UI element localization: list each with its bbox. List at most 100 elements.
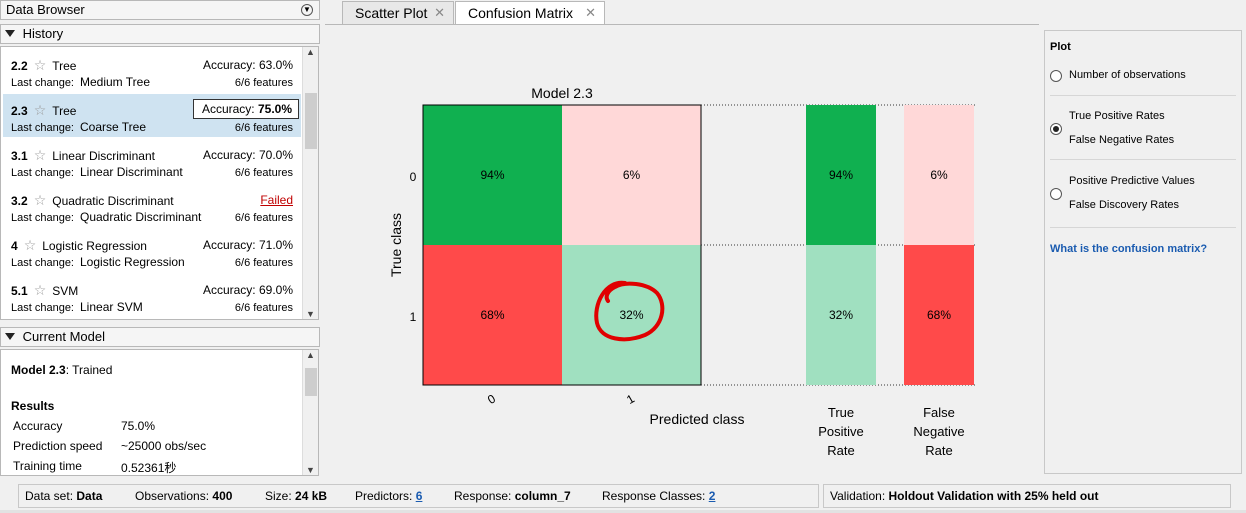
model-title-line: 5.1 ☆ SVM xyxy=(11,282,78,299)
model-failed-status[interactable]: Failed xyxy=(260,193,293,207)
divider xyxy=(1050,227,1236,228)
response-classes-link[interactable]: 2 xyxy=(708,489,716,503)
star-icon[interactable]: ☆ xyxy=(33,102,47,118)
model-type: Logistic Regression xyxy=(42,239,147,253)
history-item[interactable]: 3.2 ☆ Quadratic Discriminant Failed Last cha… xyxy=(3,184,301,227)
tab-label: Scatter Plot xyxy=(355,5,428,21)
radio-tpr-fnr[interactable] xyxy=(1050,123,1062,135)
model-id: 2.3 xyxy=(11,104,28,118)
result-label: Prediction speed xyxy=(13,439,103,453)
help-link-confusion-matrix[interactable]: What is the confusion matrix? xyxy=(1050,243,1208,255)
model-last-change: Last change: Linear SVM xyxy=(11,300,143,314)
tpr-cell xyxy=(806,245,876,385)
scroll-thumb[interactable] xyxy=(305,93,317,149)
star-icon[interactable]: ☆ xyxy=(23,237,37,253)
option-false-negative-rates: False Negative Rates xyxy=(1069,134,1175,146)
predictors-link[interactable]: 6 xyxy=(415,489,423,503)
model-title-line: 3.2 ☆ Quadratic Discriminant xyxy=(11,192,174,209)
result-label: Accuracy xyxy=(13,419,63,433)
model-features: 6/6 features xyxy=(234,122,293,134)
history-scrollbar[interactable]: ▲ ▼ xyxy=(302,47,318,319)
history-item[interactable]: 2.2 ☆ Tree Accuracy: 63.0% Last change: Mediu… xyxy=(3,49,301,92)
scroll-down-icon[interactable]: ▼ xyxy=(306,309,315,319)
matrix-cell xyxy=(562,105,701,245)
star-icon[interactable]: ☆ xyxy=(33,147,47,163)
scroll-up-icon[interactable]: ▲ xyxy=(306,47,315,57)
history-item[interactable]: 2.3 ☆ Tree Accuracy: 75.0% Last change: Coars… xyxy=(3,94,301,137)
x-tick-label: 0 xyxy=(485,391,498,407)
history-header[interactable]: History xyxy=(0,24,320,44)
tab-confusion-matrix[interactable]: Confusion Matrix ✕ xyxy=(455,1,605,24)
model-type: Linear Discriminant xyxy=(52,149,155,163)
collapse-triangle-icon xyxy=(5,333,15,340)
model-id: 5.1 xyxy=(11,284,28,298)
scroll-down-icon[interactable]: ▼ xyxy=(306,465,315,475)
star-icon[interactable]: ☆ xyxy=(33,192,47,208)
option-false-discovery-rates: False Discovery Rates xyxy=(1069,199,1180,211)
model-accuracy: Accuracy: 71.0% xyxy=(202,238,293,252)
validation-status: Validation: Holdout Validation with 25% … xyxy=(823,484,1231,508)
model-last-change: Last change: Coarse Tree xyxy=(11,120,147,134)
radio-number-of-observations[interactable] xyxy=(1050,70,1062,82)
matrix-cell-value: 32% xyxy=(619,308,643,322)
status-size: Size: 24 kB xyxy=(265,489,328,503)
current-model-status: : Trained xyxy=(65,363,113,377)
model-id: 3.1 xyxy=(11,149,28,163)
data-browser: Data Browser ▼ History 2.2 ☆ Tree Accuracy:… xyxy=(0,0,320,480)
tpr-column-label: Rate xyxy=(827,443,854,458)
status-dataset: Data set: Data xyxy=(25,489,103,503)
tpr-cell xyxy=(806,105,876,245)
status-observations: Observations: 400 xyxy=(135,489,233,503)
validation-value: Holdout Validation with 25% held out xyxy=(888,489,1099,503)
model-features: 6/6 features xyxy=(234,257,293,269)
confusion-matrix-canvas: 94% 6% 68% 32% 94% 6% 32% 68% Model 2.3 True clas… xyxy=(325,24,1039,480)
current-model-name-line: Model 2.3: Trained xyxy=(11,363,112,377)
model-features: 6/6 features xyxy=(234,77,293,89)
current-model-label: Current Model xyxy=(22,329,105,344)
result-value: 75.0% xyxy=(121,419,156,433)
star-icon[interactable]: ☆ xyxy=(33,282,47,298)
matrix-title: Model 2.3 xyxy=(531,85,593,101)
model-last-change: Last change: Linear Discriminant xyxy=(11,165,183,179)
model-last-change: Last change: Logistic Regression xyxy=(11,255,185,269)
close-icon[interactable]: ✕ xyxy=(585,5,596,20)
y-tick-label: 1 xyxy=(410,310,417,324)
close-icon[interactable]: ✕ xyxy=(434,5,445,20)
matrix-cell-value: 94% xyxy=(480,168,504,182)
chevron-down-icon[interactable]: ▼ xyxy=(301,4,313,16)
history-item[interactable]: 5.1 ☆ SVM Accuracy: 69.0% Last change: Linear… xyxy=(3,274,301,317)
y-tick-label: 0 xyxy=(410,170,417,184)
model-last-change: Last change: Medium Tree xyxy=(11,75,151,89)
collapse-triangle-icon xyxy=(5,30,15,37)
history-label: History xyxy=(22,26,64,41)
scroll-up-icon[interactable]: ▲ xyxy=(306,350,315,360)
divider xyxy=(1050,159,1236,160)
result-value: 0.52361秒 xyxy=(121,461,177,475)
model-accuracy: Accuracy: 70.0% xyxy=(202,148,293,162)
history-item[interactable]: 3.1 ☆ Linear Discriminant Accuracy: 70.0% La… xyxy=(3,139,301,182)
model-type: Quadratic Discriminant xyxy=(52,194,174,208)
fnr-value: 68% xyxy=(927,308,951,322)
current-model-header[interactable]: Current Model xyxy=(0,327,320,347)
scroll-thumb[interactable] xyxy=(305,368,317,396)
result-label: Training time xyxy=(13,459,82,473)
confusion-matrix-figure: 94% 6% 68% 32% 94% 6% 32% 68% Model 2.3 True clas… xyxy=(388,85,975,458)
matrix-cell xyxy=(423,245,562,385)
status-bar: Data set: Data Observations: 400 Size: 2… xyxy=(18,484,819,508)
tab-scatter-plot[interactable]: Scatter Plot ✕ xyxy=(342,1,454,24)
radio-ppv-fdr[interactable] xyxy=(1050,188,1062,200)
current-model-panel: Model 2.3: Trained Results Accuracy 75.0%… xyxy=(0,349,319,476)
model-accuracy: Accuracy: 63.0% xyxy=(202,58,293,72)
fnr-cell xyxy=(904,105,974,245)
tpr-value: 32% xyxy=(829,308,853,322)
history-item[interactable]: 4 ☆ Logistic Regression Accuracy: 71.0% Last… xyxy=(3,229,301,272)
validation-label: Validation: xyxy=(830,489,886,503)
current-model-scrollbar[interactable]: ▲ ▼ xyxy=(302,350,318,475)
fnr-cell xyxy=(904,245,974,385)
star-icon[interactable]: ☆ xyxy=(33,57,47,73)
window-bottom-edge xyxy=(0,510,1246,513)
option-number-of-observations: Number of observations xyxy=(1069,69,1186,81)
status-response-classes: Response Classes: 2 xyxy=(602,489,716,503)
fnr-column-label: False xyxy=(923,405,955,420)
